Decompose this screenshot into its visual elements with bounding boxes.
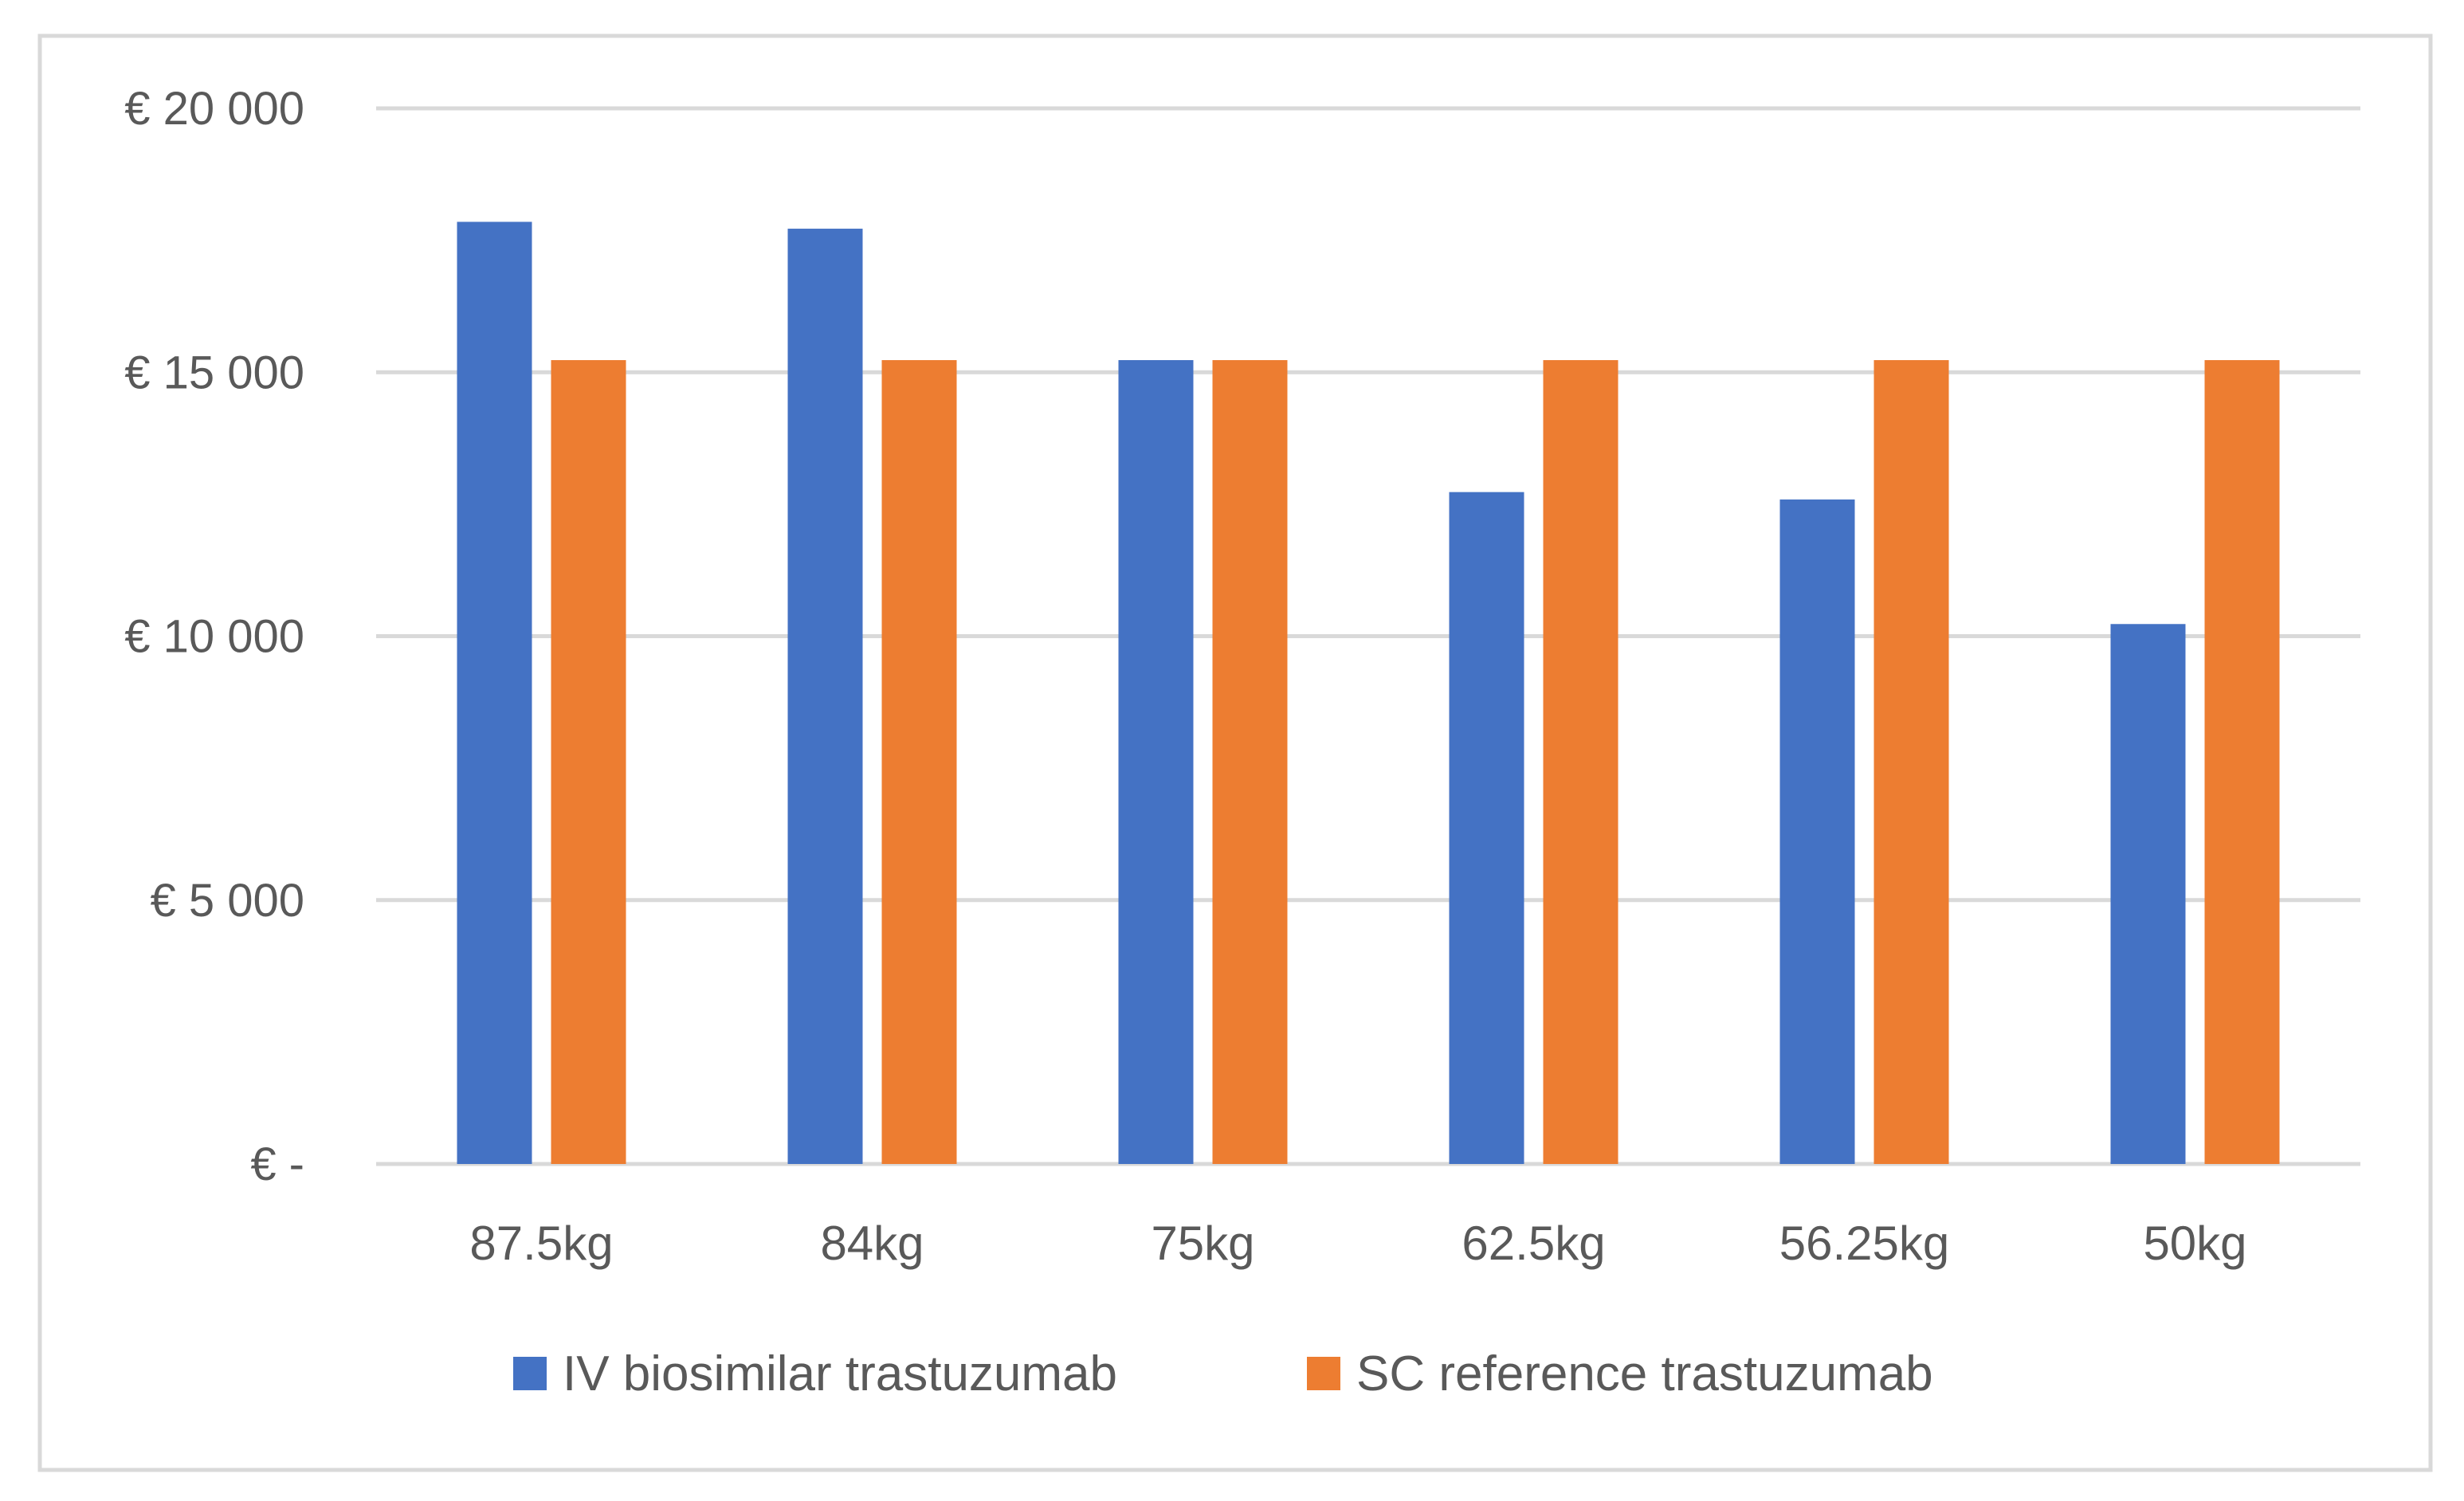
x-category-label: 75kg — [1151, 1217, 1254, 1270]
bar-iv-biosimilar-75kg — [1118, 360, 1194, 1164]
x-category-label: 84kg — [820, 1217, 924, 1270]
y-tick-label: € 15 000 — [124, 347, 304, 398]
legend-iv-biosimilar-swatch — [513, 1357, 547, 1390]
y-tick-label: € 5 000 — [150, 875, 304, 927]
bar-iv-biosimilar-87-5kg — [457, 221, 532, 1164]
bar-iv-biosimilar-62-5kg — [1449, 492, 1524, 1164]
x-category-label: 62.5kg — [1462, 1217, 1605, 1270]
y-tick-label: € 10 000 — [124, 611, 304, 663]
bar-sc-reference-50kg — [2204, 360, 2280, 1164]
y-tick-label: € - — [250, 1138, 304, 1190]
gridlines — [376, 106, 2360, 1166]
bar-iv-biosimilar-56-25kg — [1779, 499, 1855, 1164]
x-category-label: 50kg — [2143, 1217, 2246, 1270]
bars — [457, 221, 2280, 1164]
legend: IV biosimilar trastuzumab SC reference tr… — [513, 1346, 1933, 1401]
x-category-label: 56.25kg — [1779, 1217, 1950, 1270]
legend-sc-reference-swatch — [1307, 1357, 1340, 1390]
bar-iv-biosimilar-50kg — [2110, 624, 2186, 1164]
bar-sc-reference-56-25kg — [1874, 360, 1949, 1164]
legend-sc-reference-label: SC reference trastuzumab — [1356, 1346, 1933, 1401]
bar-sc-reference-62-5kg — [1543, 360, 1618, 1164]
bar-iv-biosimilar-84kg — [787, 229, 863, 1164]
x-axis-category-labels: 87.5kg 84kg 75kg 62.5kg 56.25kg 50kg — [469, 1217, 2246, 1270]
y-tick-label: € 20 000 — [124, 83, 304, 135]
y-axis-tick-labels: € - € 5 000 € 10 000 € 15 000 € 20 000 — [124, 83, 304, 1190]
bar-sc-reference-87-5kg — [551, 360, 626, 1164]
bar-sc-reference-84kg — [881, 360, 957, 1164]
legend-iv-biosimilar-label: IV biosimilar trastuzumab — [563, 1346, 1117, 1401]
bar-sc-reference-75kg — [1212, 360, 1288, 1164]
x-category-label: 87.5kg — [469, 1217, 613, 1270]
